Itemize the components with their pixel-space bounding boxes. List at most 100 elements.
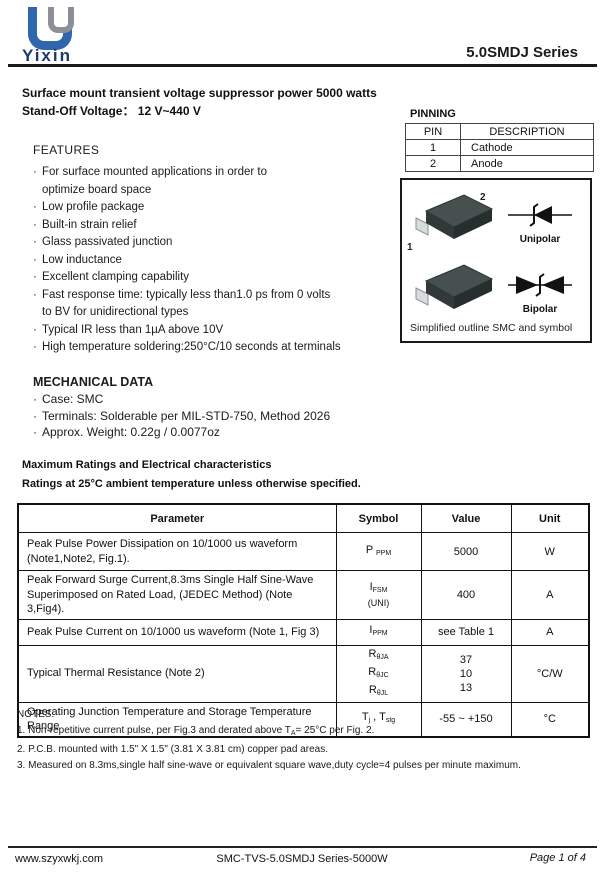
symbol-line: RθJC — [368, 665, 389, 679]
bullet-glyph: · — [33, 323, 37, 336]
feature-text: Low profile package — [42, 201, 145, 213]
feature-item: optimize board space — [33, 182, 393, 200]
symbol-line: IPPM — [369, 624, 388, 637]
symbol-cell: IFSM (UNI) — [335, 570, 422, 620]
mechanical-text: Case: SMC — [42, 392, 104, 406]
bipolar-diode-icon — [508, 273, 572, 297]
unit-cell: W — [510, 532, 590, 571]
bullet-glyph: · — [33, 166, 37, 178]
feature-text: For surface mounted applications in orde… — [42, 166, 268, 178]
bullet-glyph: · — [33, 271, 37, 283]
feature-text: Built-in strain relief — [42, 218, 137, 231]
bullet-glyph: · — [33, 408, 37, 423]
unit-cell: °C — [510, 701, 590, 737]
bullet-glyph: · — [33, 288, 37, 301]
pinning-col-pin: PIN — [405, 123, 461, 140]
pin-1-label: 1 — [407, 242, 413, 253]
value-line: 10 — [459, 667, 473, 680]
feature-text: optimize board space — [42, 183, 152, 196]
ratings-heading-line-2: Ratings at 25°C ambient temperature unle… — [22, 478, 361, 490]
ratings-table: Parameter Symbol Value Unit Peak Pulse P… — [17, 503, 590, 738]
smc-package-icon — [415, 194, 494, 239]
value-line: -55 ~ +150 — [439, 713, 493, 725]
symbol-line: P PPM — [365, 543, 392, 557]
subscript: θJL — [376, 689, 389, 697]
pinning-body: 1 Cathode 2 Anode — [405, 139, 594, 172]
value-cell: 37 10 13 — [420, 644, 512, 703]
feature-item: · Low profile package — [33, 199, 393, 217]
notes-heading: NOTES: — [17, 709, 55, 720]
symbol-line: IFSM — [369, 581, 388, 595]
symbol-cell: RθJA RθJC RθJL — [335, 644, 422, 703]
mechanical-data-section: MECHANICAL DATA · Case: SMC · Terminals: So… — [33, 375, 330, 441]
package-outline-box: 2 1 Unipolar Bipolar Simpli — [400, 178, 592, 343]
note-item: 2. P.C.B. mounted with 1.5" X 1.5" (3.81… — [17, 744, 328, 755]
logo-u-inner-shape — [48, 7, 74, 33]
mechanical-text: Approx. Weight: 0.22g / 0.0077oz — [42, 425, 220, 439]
ratings-row: Peak Pulse Current on 10/1000 us wavefor… — [17, 618, 590, 646]
parameter-line: Operating Junction Temperature and Stora… — [27, 705, 312, 733]
parameter-line: (Note1,Note2, Fig.1). — [27, 552, 130, 565]
subscript: A — [290, 730, 296, 737]
value-line: 13 — [459, 681, 473, 694]
features-heading: FEATURES — [33, 143, 100, 157]
parameter-line: Typical Thermal Resistance (Note 2) — [27, 667, 205, 680]
value-line: see Table 1 — [437, 626, 495, 638]
ratings-header-row: Parameter Symbol Value Unit — [17, 503, 590, 533]
feature-item: to BV for unidirectional types — [33, 304, 393, 322]
ratings-col-parameter: Parameter — [17, 503, 337, 533]
pinning-row: 1 Cathode — [405, 139, 594, 156]
feature-text: Typical IR less than 1µA above 10V — [42, 323, 224, 336]
symbol-cell: IPPM — [335, 618, 422, 646]
mechanical-item: · Case: SMC — [33, 391, 330, 408]
pin-number-cell: 2 — [405, 155, 461, 172]
pinning-heading: PINNING — [410, 108, 456, 120]
ratings-col-value: Value — [420, 503, 512, 533]
parameter-cell: Peak Pulse Power Dissipation on 10/1000 … — [17, 532, 337, 571]
pin-2-label: 2 — [480, 192, 486, 203]
ratings-col-symbol: Symbol — [335, 503, 422, 533]
unipolar-label: Unipolar — [519, 234, 561, 245]
feature-item: · Fast response time: typically less than… — [33, 287, 393, 305]
symbol-cell: Tj , Tstg — [335, 701, 422, 737]
parameter-cell: Operating Junction Temperature and Stora… — [17, 701, 337, 737]
notes-section: NOTES: 1. Non-repetitive current pulse, … — [17, 707, 521, 774]
logo-wordmark: Yixin — [22, 46, 72, 65]
feature-text: High temperature soldering:250°C/10 seco… — [42, 341, 341, 353]
pin-number-cell: 1 — [405, 139, 461, 156]
subscript: PPM — [372, 630, 388, 637]
ratings-row: Typical Thermal Resistance (Note 2) RθJA R… — [17, 644, 590, 703]
notes-list: 1. Non-repetitive current pulse, per Fig… — [17, 723, 521, 774]
bullet-glyph: · — [33, 236, 37, 248]
symbol-cell: P PPM — [335, 532, 422, 571]
value-line: 5000 — [453, 545, 479, 558]
mechanical-text: Terminals: Solderable per MIL-STD-750, M… — [42, 408, 331, 423]
ratings-heading: Maximum Ratings and Electrical character… — [22, 456, 361, 494]
yixin-logo: Yixin — [22, 5, 112, 65]
bullet-glyph: · — [33, 253, 37, 266]
subscript: j — [368, 717, 371, 724]
value-line: 37 — [459, 653, 473, 666]
mechanical-heading: MECHANICAL DATA — [33, 375, 154, 389]
parameter-line: Peak Pulse Current on 10/1000 us wavefor… — [27, 625, 320, 638]
pinning-table: PIN DESCRIPTION 1 Cathode 2 Anode — [405, 123, 594, 172]
subscript: FSM — [372, 587, 388, 595]
symbol-line: RθJL — [368, 683, 389, 697]
page-title: 5.0SMDJ Series — [466, 44, 578, 61]
features-list: · For surface mounted applications in ord… — [33, 164, 393, 357]
symbol-line: (UNI) — [367, 598, 390, 609]
footer-website-link[interactable]: www.szyxwkj.com — [15, 853, 104, 865]
ratings-col-unit: Unit — [510, 503, 590, 533]
footer-page-number: Page 1 of 4 — [529, 852, 586, 864]
note-item: 1. Non-repetitive current pulse, per Fig… — [17, 725, 375, 737]
subscript: θJC — [376, 671, 389, 679]
feature-text: to BV for unidirectional types — [42, 306, 189, 318]
subscript: PPM — [376, 549, 392, 557]
parameter-line: Peak Forward Surge Current,8.3ms Single … — [27, 574, 314, 586]
pinning-col-description: DESCRIPTION — [460, 123, 594, 140]
feature-item: · High temperature soldering:250°C/10 sec… — [33, 339, 393, 357]
smc-package-icon — [415, 264, 494, 309]
unit-cell: A — [510, 570, 590, 620]
unit-cell: °C/W — [510, 644, 590, 703]
